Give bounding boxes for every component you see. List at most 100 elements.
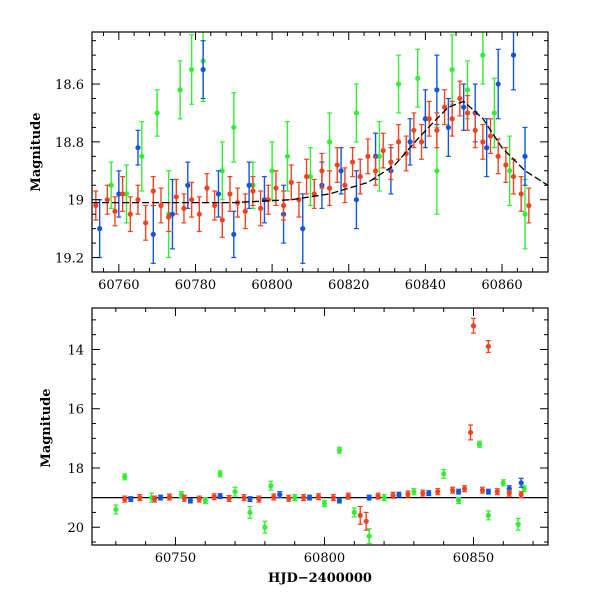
- data-point: [518, 477, 524, 488]
- x-axis: 60750 60800 60850: [115, 308, 534, 566]
- data-point: [212, 190, 218, 221]
- x-tick-label: 60820: [328, 278, 369, 293]
- point-marker: [196, 496, 202, 502]
- data-point: [518, 175, 524, 212]
- data-point: [426, 490, 432, 497]
- data-point: [435, 488, 441, 496]
- bottom-x-axis-label: HJD−2400000: [268, 571, 372, 586]
- point-marker: [250, 188, 256, 194]
- point-marker: [518, 492, 524, 498]
- point-marker: [522, 211, 528, 217]
- point-marker: [269, 168, 275, 174]
- point-marker: [485, 489, 491, 495]
- point-marker: [467, 429, 474, 436]
- point-marker: [381, 495, 387, 501]
- point-marker: [422, 116, 428, 122]
- point-marker: [480, 139, 486, 145]
- data-point: [450, 486, 456, 494]
- point-marker: [480, 52, 486, 58]
- point-marker: [303, 173, 310, 180]
- data-point: [217, 493, 223, 500]
- data-point: [150, 204, 156, 264]
- point-marker: [120, 191, 126, 197]
- point-marker: [336, 497, 342, 504]
- point-marker: [315, 494, 322, 500]
- data-point: [93, 190, 99, 221]
- data-point: [495, 48, 501, 120]
- data-point: [250, 175, 256, 207]
- data-point: [256, 495, 262, 503]
- point-marker: [177, 87, 183, 93]
- data-point: [200, 40, 206, 100]
- point-marker: [450, 487, 456, 493]
- data-point: [479, 486, 486, 494]
- point-marker: [189, 66, 195, 73]
- data-point: [321, 499, 328, 508]
- point-marker: [271, 494, 277, 500]
- data-point: [215, 170, 222, 218]
- data-point: [418, 123, 425, 160]
- point-marker: [487, 133, 494, 139]
- point-marker: [326, 185, 333, 191]
- point-marker: [277, 492, 283, 498]
- data-point: [116, 170, 122, 218]
- point-marker: [407, 139, 413, 145]
- data-point: [135, 129, 141, 166]
- data-point: [280, 190, 287, 221]
- data-point: [403, 135, 409, 172]
- point-marker: [464, 87, 471, 93]
- data-point: [372, 155, 379, 186]
- data-point: [189, 181, 195, 218]
- y-tick-label: 18: [67, 462, 84, 477]
- data-point: [196, 495, 202, 503]
- point-marker: [301, 495, 307, 501]
- point-marker: [357, 173, 363, 180]
- data-point: [503, 147, 509, 183]
- data-point: [381, 494, 387, 502]
- x-tick-label: 60860: [481, 278, 522, 293]
- data-point: [510, 158, 517, 195]
- point-marker: [173, 194, 179, 200]
- data-point: [445, 97, 451, 157]
- top-y-axis-label: Magnitude: [29, 112, 44, 191]
- plot-frame: [91, 31, 549, 273]
- data-point: [241, 494, 247, 502]
- point-marker: [169, 211, 176, 217]
- data-point: [480, 32, 486, 85]
- point-marker: [286, 495, 292, 501]
- data-point: [476, 440, 483, 448]
- model-curve: [92, 100, 548, 204]
- data-point: [202, 497, 208, 505]
- data-point: [334, 147, 340, 183]
- data-point: [226, 494, 232, 503]
- point-marker: [212, 202, 218, 209]
- point-marker: [273, 185, 279, 191]
- data-point: [231, 92, 237, 163]
- point-marker: [217, 493, 223, 499]
- point-marker: [445, 124, 451, 131]
- x-tick-label: 60800: [304, 551, 345, 566]
- data-point: [470, 317, 477, 334]
- point-marker: [353, 110, 360, 116]
- point-marker: [390, 492, 396, 498]
- data-point: [265, 184, 271, 215]
- point-marker: [415, 75, 421, 81]
- point-marker: [215, 191, 222, 197]
- data-point: [166, 202, 172, 233]
- data-point: [211, 493, 217, 501]
- point-marker: [97, 226, 103, 232]
- data-point: [485, 510, 491, 521]
- series-red: [93, 80, 532, 241]
- data-point: [349, 147, 356, 178]
- point-marker: [211, 494, 217, 500]
- data-point: [464, 95, 471, 131]
- point-marker: [112, 208, 118, 214]
- data-point: [485, 339, 491, 354]
- data-point: [407, 118, 413, 166]
- data-point: [336, 497, 342, 504]
- point-marker: [357, 512, 363, 518]
- point-marker: [187, 497, 193, 504]
- y-tick-label: 18.6: [55, 78, 84, 93]
- top-panel: 60760 60780 60800 60820 60840 60860 18.6 18.8 19…: [55, 31, 549, 293]
- point-marker: [435, 489, 441, 495]
